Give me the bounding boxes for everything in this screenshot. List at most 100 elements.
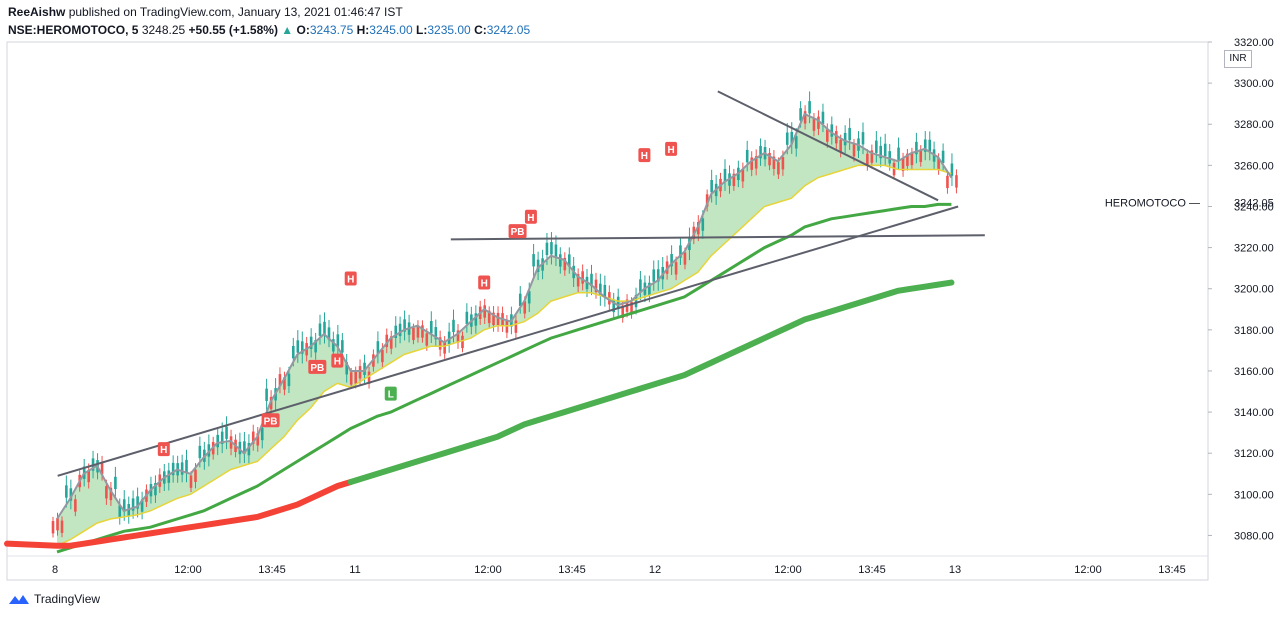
candle-body <box>550 242 553 255</box>
candle-body <box>559 254 562 267</box>
candle-body <box>545 242 549 256</box>
candle-body <box>790 131 794 145</box>
ema-thick-green-segment <box>347 279 955 485</box>
candle-body <box>198 445 202 459</box>
candle-body <box>216 434 219 448</box>
candle-body <box>870 150 874 163</box>
candle-body <box>318 323 322 336</box>
candle-body <box>937 157 940 171</box>
candle-body <box>750 157 753 170</box>
x-tick-label: 13:45 <box>558 564 586 576</box>
candle-body <box>194 469 197 482</box>
signal-marker-label: H <box>667 145 674 156</box>
y-tick-label: 3320.00 <box>1234 37 1274 49</box>
close-label: C: <box>474 23 487 37</box>
footer-brand[interactable]: TradingView <box>8 592 100 606</box>
signal-marker <box>331 353 344 368</box>
x-tick-label: 13:45 <box>858 564 886 576</box>
x-tick-label: 13:45 <box>258 564 286 576</box>
signal-marker <box>261 413 280 428</box>
author-name[interactable]: ReeAishw <box>8 5 66 19</box>
candle-body <box>354 371 357 384</box>
candle-body <box>465 311 469 325</box>
candle-body <box>376 341 380 354</box>
candle-body <box>452 319 455 333</box>
candle-body <box>794 136 798 149</box>
candle-body <box>60 520 64 533</box>
candle-body <box>118 505 122 518</box>
candle-body <box>394 325 398 339</box>
x-tick-label: 13 <box>949 564 961 576</box>
candle-body <box>674 262 678 275</box>
candle-body <box>612 299 615 313</box>
signal-marker <box>508 224 527 239</box>
ema-yellow-line <box>56 164 952 547</box>
y-tick-label: 3240.00 <box>1234 201 1274 213</box>
candle-body <box>923 139 927 152</box>
candle-body <box>514 320 518 333</box>
candle-body <box>826 129 829 142</box>
candle-body <box>171 462 175 476</box>
candle-body <box>154 482 157 496</box>
candle-body <box>381 349 384 363</box>
candle-body <box>532 254 535 267</box>
candle-body <box>474 313 478 326</box>
candle-body <box>131 498 135 511</box>
candle-body <box>639 279 642 292</box>
candle-body <box>314 340 317 353</box>
candle-body <box>915 141 918 155</box>
candle-body <box>251 431 255 444</box>
x-tick-label: 12:00 <box>774 564 802 576</box>
candle-body <box>754 156 758 169</box>
candle-body <box>812 118 816 131</box>
candle-body <box>875 140 878 153</box>
candle-body <box>861 132 865 145</box>
candle-body <box>349 372 353 385</box>
candle-body <box>701 218 705 231</box>
candle-body <box>167 470 171 483</box>
signal-marker <box>665 141 678 156</box>
y-tick-label: 3120.00 <box>1234 448 1274 460</box>
x-tick-label: 13:45 <box>1158 564 1186 576</box>
trendline <box>717 90 939 202</box>
signal-marker <box>638 148 651 163</box>
candle-body <box>590 273 593 287</box>
candle-body <box>883 143 887 157</box>
candle-body <box>594 279 598 292</box>
symbol-name[interactable]: NSE:HEROMOTOCO, 5 <box>8 23 139 37</box>
last-price-label: 3242.05 <box>1234 197 1274 209</box>
currency-badge[interactable]: INR <box>1224 50 1252 68</box>
candle-body <box>492 312 495 326</box>
candle-body <box>301 341 304 354</box>
candle-body <box>941 150 945 164</box>
candle-body <box>768 152 771 166</box>
candle-body <box>238 441 242 455</box>
signal-marker-label: PB <box>511 227 525 238</box>
candle-body <box>848 127 851 141</box>
candle-body <box>599 283 602 296</box>
candle-body <box>821 111 825 125</box>
signal-marker-label: H <box>347 274 354 285</box>
candle-body <box>447 331 451 344</box>
tradingview-logo-icon <box>9 595 29 604</box>
candle-body <box>568 254 571 267</box>
candle-body <box>265 388 268 401</box>
candle-body <box>679 245 682 258</box>
candle-body <box>185 459 188 473</box>
signal-marker <box>344 271 357 286</box>
candle-body <box>389 336 393 349</box>
low-label: L: <box>416 23 428 37</box>
candle-body <box>634 294 638 308</box>
candle-body <box>732 173 736 187</box>
candle-body <box>56 518 59 531</box>
candle-body <box>759 145 762 159</box>
candle-body <box>888 151 891 164</box>
candle-body <box>220 431 224 444</box>
candle-body <box>772 156 776 169</box>
candle-body <box>710 179 713 193</box>
candle-body <box>341 340 344 353</box>
candle-body <box>136 496 139 509</box>
candle-body <box>260 427 264 441</box>
candle-body <box>292 345 295 359</box>
